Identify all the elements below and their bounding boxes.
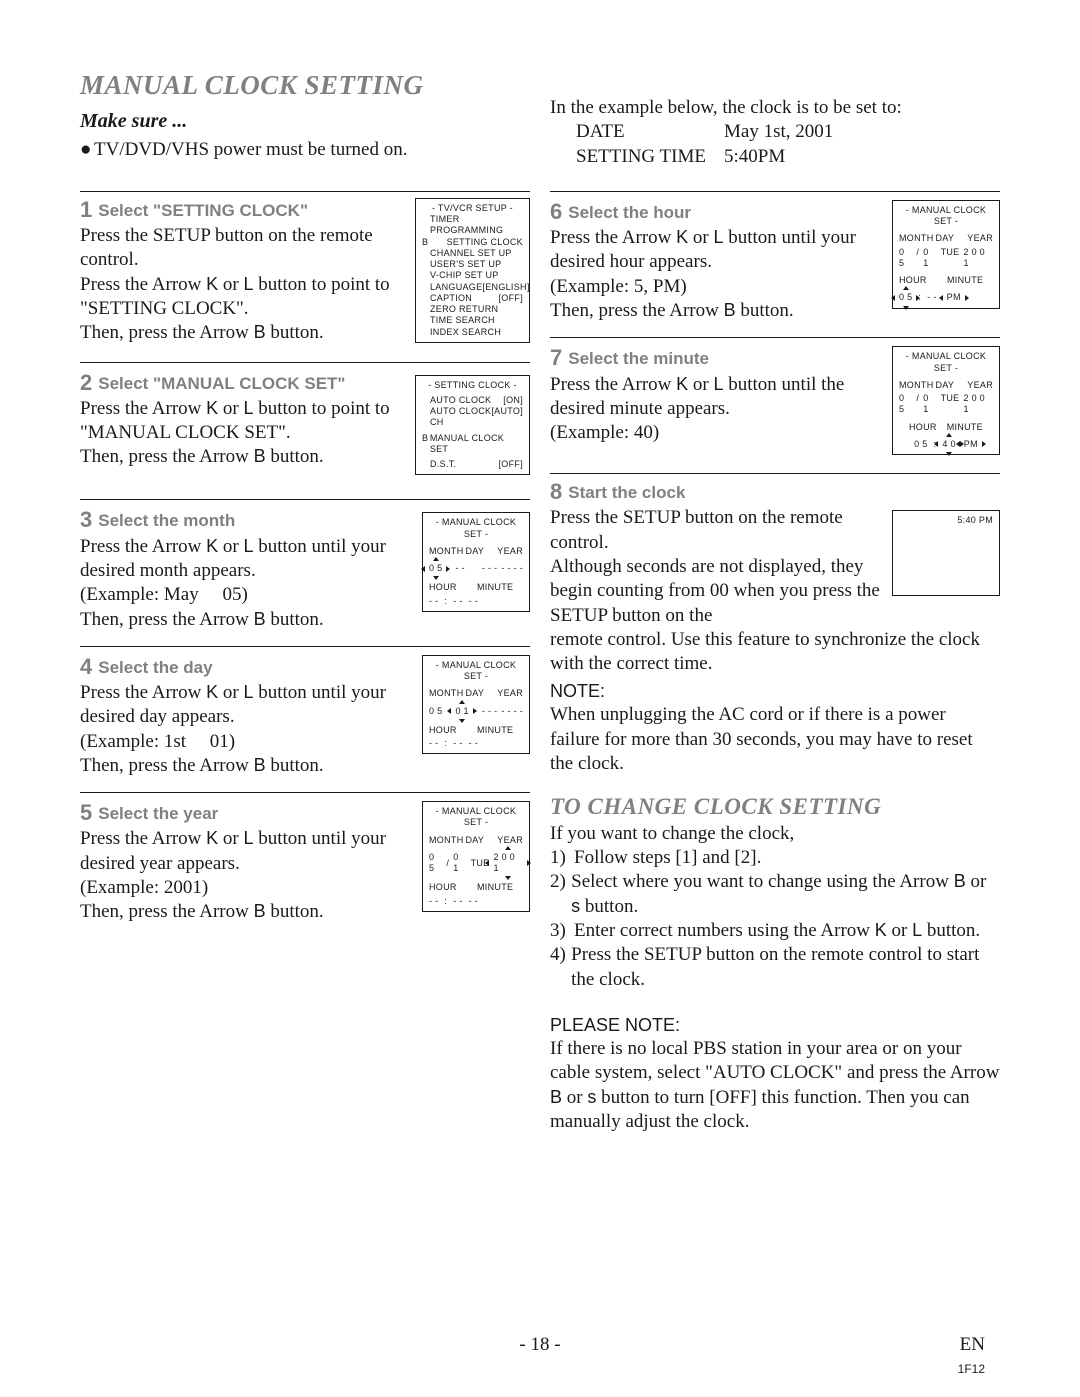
example-intro: In the example below, the clock is to be… xyxy=(550,96,1000,120)
top-left: MANUAL CLOCK SETTING Make sure ... ● TV/… xyxy=(80,68,530,162)
change-3: 3) Enter correct numbers using the Arrow… xyxy=(550,919,1000,943)
inset-mcs-year: - MANUAL CLOCK SET - MONTH DAY YEAR 0 5/… xyxy=(422,801,530,912)
step-8-line1: Press the SETUP button on the remote con… xyxy=(550,506,886,555)
step-4-line1: Press the Arrow K or L button until your… xyxy=(80,681,416,730)
change-2: 2) Select where you want to change using… xyxy=(550,870,1000,919)
step-8: 8Start the clock Press the SETUP button … xyxy=(550,478,1000,776)
inset-mcs-hour: - MANUAL CLOCK SET - MONTH DAY YEAR 0 5/… xyxy=(892,200,1000,309)
step-2-line1: Press the Arrow K or L button to point t… xyxy=(80,397,409,446)
step-6-line2: (Example: 5, PM) xyxy=(550,275,886,299)
make-sure-text: TV/DVD/VHS power must be turned on. xyxy=(94,138,407,162)
step-5-line3: Then, press the Arrow B button. xyxy=(80,900,416,924)
page-number: - 18 - xyxy=(519,1334,560,1355)
step-5-line2: (Example: 2001) xyxy=(80,876,416,900)
inset-mcs-month: - MANUAL CLOCK SET - MONTH DAY YEAR 0 5 … xyxy=(422,512,530,612)
change-block: If you want to change the clock, 1) Foll… xyxy=(550,822,1000,992)
step-1-line3: Then, press the Arrow B button. xyxy=(80,321,409,345)
divider xyxy=(80,792,530,793)
divider xyxy=(550,337,1000,338)
left-steps: 1Select "SETTING CLOCK" Press the SETUP … xyxy=(80,191,530,925)
step-3: 3Select the month Press the Arrow K or L… xyxy=(80,502,530,631)
step-3-line3: Then, press the Arrow B button. xyxy=(80,608,416,632)
step-5: 5Select the year Press the Arrow K or L … xyxy=(80,795,530,924)
step-6-header: 6Select the hour xyxy=(550,198,886,226)
step-7: 7Select the minute Press the Arrow K or … xyxy=(550,340,1000,455)
note-body: When unplugging the AC cord or if there … xyxy=(550,703,1000,776)
step-6-line3: Then, press the Arrow B button. xyxy=(550,299,886,323)
please-note-label: PLEASE NOTE: xyxy=(550,1014,1000,1037)
example-date-label: DATE xyxy=(576,120,724,144)
step-7-line1: Press the Arrow K or L button until the … xyxy=(550,373,886,422)
step-7-header: 7Select the minute xyxy=(550,344,886,372)
inset-setting-clock: - SETTING CLOCK - AUTO CLOCK[ON] AUTO CL… xyxy=(415,375,530,476)
change-intro: If you want to change the clock, xyxy=(550,822,1000,846)
divider xyxy=(80,499,530,500)
step-3-line1: Press the Arrow K or L button until your… xyxy=(80,535,416,584)
step-4-header: 4Select the day xyxy=(80,653,416,681)
inset-mcs-day: - MANUAL CLOCK SET - MONTH DAY YEAR 0 5 … xyxy=(422,655,530,755)
divider xyxy=(550,191,1000,192)
step-4-line2: (Example: 1st 01) xyxy=(80,730,416,754)
step-4: 4Select the day Press the Arrow K or L b… xyxy=(80,649,530,778)
step-1: 1Select "SETTING CLOCK" Press the SETUP … xyxy=(80,192,530,346)
step-8-line2: Although seconds are not displayed, they… xyxy=(550,555,886,628)
step-2-header: 2Select "MANUAL CLOCK SET" xyxy=(80,369,409,397)
step-5-header: 5Select the year xyxy=(80,799,416,827)
example-time-label: SETTING TIME xyxy=(576,145,724,169)
example-time-value: 5:40PM xyxy=(724,145,785,169)
step-1-line1: Press the SETUP button on the remote con… xyxy=(80,224,409,273)
step-2-line2: Then, press the Arrow B button. xyxy=(80,445,409,469)
bullet-icon: ● xyxy=(80,138,94,162)
page-footer: - 18 - xyxy=(0,1333,1080,1357)
divider xyxy=(80,646,530,647)
document-page: MANUAL CLOCK SETTING Make sure ... ● TV/… xyxy=(0,0,1080,1397)
note-label: NOTE: xyxy=(550,680,1000,703)
example-date-value: May 1st, 2001 xyxy=(724,120,833,144)
step-1-header: 1Select "SETTING CLOCK" xyxy=(80,196,409,224)
step-4-line3: Then, press the Arrow B button. xyxy=(80,754,416,778)
clock-time: 5:40 PM xyxy=(957,515,993,526)
step-7-line2: (Example: 40) xyxy=(550,421,886,445)
step-1-line2: Press the Arrow K or L button to point t… xyxy=(80,273,409,322)
inset-tvvcr-setup: - TV/VCR SETUP - TIMER PROGRAMMING BSETT… xyxy=(415,198,530,343)
make-sure-heading: Make sure ... xyxy=(80,109,530,135)
change-4: 4) Press the SETUP button on the remote … xyxy=(550,943,1000,992)
step-6-line1: Press the Arrow K or L button until your… xyxy=(550,226,886,275)
right-steps: 6Select the hour Press the Arrow K or L … xyxy=(550,191,1000,1134)
step-3-header: 3Select the month xyxy=(80,506,416,534)
steps-row: 1Select "SETTING CLOCK" Press the SETUP … xyxy=(80,191,1000,1134)
inset-mcs-minute: - MANUAL CLOCK SET - MONTH DAY YEAR 0 5/… xyxy=(892,346,1000,455)
divider xyxy=(80,362,530,363)
top-right: In the example below, the clock is to be… xyxy=(550,68,1000,169)
subsection-title: TO CHANGE CLOCK SETTING xyxy=(550,792,1000,821)
step-8-header: 8Start the clock xyxy=(550,478,1000,506)
section-title: MANUAL CLOCK SETTING xyxy=(80,68,530,103)
example-date-row: DATE May 1st, 2001 xyxy=(550,120,1000,144)
step-3-line2: (Example: May 05) xyxy=(80,583,416,607)
please-note-body: If there is no local PBS station in your… xyxy=(550,1037,1000,1134)
footer-lang: EN xyxy=(960,1333,985,1357)
divider xyxy=(550,473,1000,474)
top-row: MANUAL CLOCK SETTING Make sure ... ● TV/… xyxy=(80,68,1000,169)
step-8-line3: remote control. Use this feature to sync… xyxy=(550,628,1000,677)
make-sure-bullet: ● TV/DVD/VHS power must be turned on. xyxy=(80,138,530,162)
change-1: 1) Follow steps [1] and [2]. xyxy=(550,846,1000,870)
footer-code: 1F12 xyxy=(958,1362,985,1377)
example-time-row: SETTING TIME 5:40PM xyxy=(550,145,1000,169)
step-2: 2Select "MANUAL CLOCK SET" Press the Arr… xyxy=(80,365,530,476)
inset-clock-display: 5:40 PM xyxy=(892,510,1000,596)
step-5-line1: Press the Arrow K or L button until your… xyxy=(80,827,416,876)
step-6: 6Select the hour Press the Arrow K or L … xyxy=(550,194,1000,323)
